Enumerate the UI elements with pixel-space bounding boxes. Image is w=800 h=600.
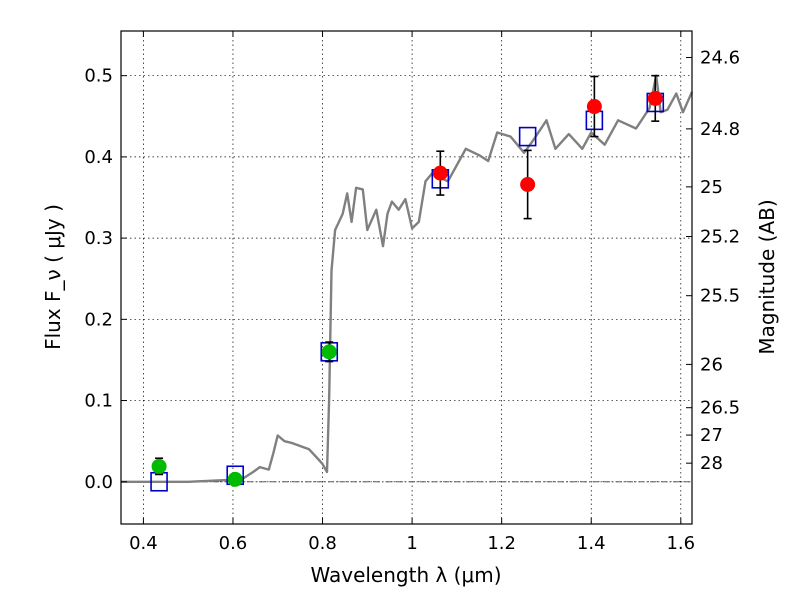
observed-flux-point [647, 90, 663, 106]
observed-flux-point [586, 99, 602, 115]
observed-flux-point [432, 165, 448, 181]
ticks: 0.4 0.6 0.8 1 1.2 1.4 1.6 0.0 0.1 0.2 0.3 0.4 0.5 24.… [84, 31, 740, 554]
mag-tick-label: 25.2 [700, 226, 740, 247]
mag-tick-label: 25 [700, 177, 723, 198]
observed-flux-point [227, 471, 243, 487]
x-tick-label: 0.8 [308, 533, 337, 554]
y-axis-label: Flux F_ν ( μJy ) [41, 204, 65, 350]
model-photometry-square [518, 126, 537, 147]
y-tick-label: 0.1 [84, 391, 113, 412]
mag-tick-label: 25.5 [700, 286, 740, 307]
observed-flux-point [520, 177, 536, 193]
y-tick-label: 0.4 [84, 147, 113, 168]
observed-flux-point [321, 344, 337, 360]
x-tick-label: 1.6 [666, 533, 695, 554]
x-tick-label: 0.6 [219, 533, 248, 554]
x-tick-label: 1.4 [577, 533, 606, 554]
y-tick-label: 0.0 [84, 472, 113, 493]
mag-tick-label: 27 [700, 425, 723, 446]
observed-flux-point [151, 458, 167, 474]
mag-tick-label: 24.6 [700, 47, 740, 68]
plot-frame [120, 30, 693, 525]
x-tick-label: 1 [406, 533, 417, 554]
y-tick-label: 0.2 [84, 309, 113, 330]
x-tick-label: 1.2 [487, 533, 516, 554]
plot-background [121, 31, 692, 524]
mag-tick-label: 28 [700, 453, 723, 474]
x-axis-label: Wavelength λ (μm) [310, 563, 501, 587]
y2-axis-label: Magnitude (AB) [755, 199, 779, 354]
x-tick-label: 0.4 [129, 533, 158, 554]
mag-tick-label: 26 [700, 354, 723, 375]
sed-model-line [121, 74, 694, 483]
mag-tick-label: 26.5 [700, 398, 740, 419]
mag-tick-label: 24.8 [700, 119, 740, 140]
y-tick-label: 0.3 [84, 228, 113, 249]
grid [121, 31, 692, 524]
series-layer [121, 74, 694, 492]
y-tick-label: 0.5 [84, 66, 113, 87]
